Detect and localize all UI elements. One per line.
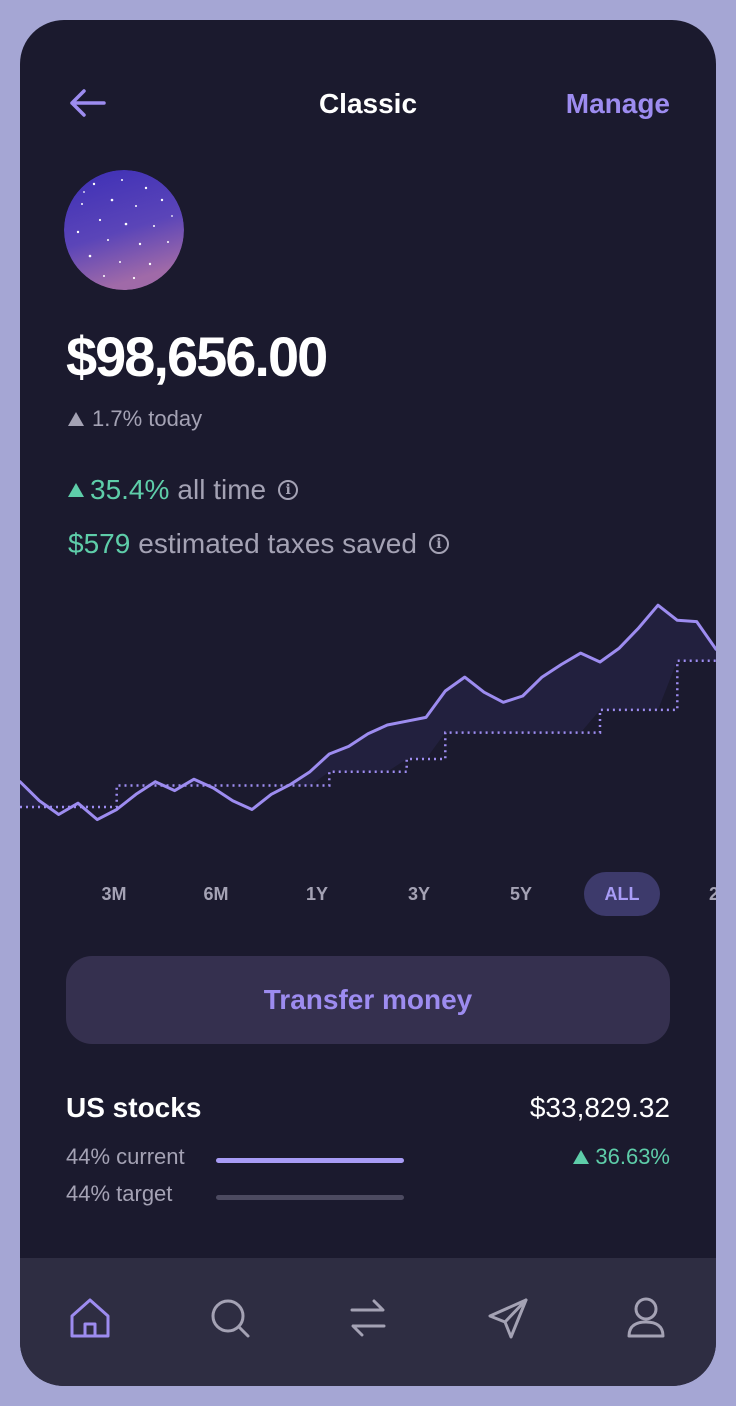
target-allocation-bar bbox=[216, 1195, 404, 1200]
holding-name: US stocks bbox=[66, 1092, 202, 1123]
chart-area-fill bbox=[20, 605, 716, 807]
taxes-label: estimated taxes saved bbox=[138, 528, 417, 559]
nav-transfer-icon[interactable] bbox=[346, 1294, 390, 1342]
target-allocation-label: 44% target bbox=[66, 1181, 173, 1206]
nav-send-icon[interactable] bbox=[486, 1294, 530, 1342]
info-icon[interactable]: i bbox=[278, 480, 299, 500]
range-tab-3y[interactable]: 3Y bbox=[407, 884, 431, 904]
portfolio-avatar bbox=[64, 170, 184, 290]
chart-series-portfolio bbox=[20, 603, 716, 822]
bottom-nav bbox=[20, 1258, 716, 1386]
page-title: Classic bbox=[318, 88, 418, 119]
holding-value: $33,829.32 bbox=[529, 1092, 670, 1123]
today-change-text: 1.7% today bbox=[92, 406, 203, 431]
range-tab-3m[interactable]: 3M bbox=[101, 884, 127, 904]
transfer-money-button[interactable]: Transfer money bbox=[66, 956, 670, 1044]
back-arrow-icon[interactable] bbox=[68, 86, 108, 120]
chart-series-deposits bbox=[20, 659, 716, 809]
taxes-saved: $579 estimated taxes saved i bbox=[68, 528, 449, 560]
all-time-return: 35.4% all time i bbox=[68, 474, 299, 506]
performance-chart[interactable] bbox=[20, 580, 716, 870]
time-range-selector: 3M 6M 1Y 3Y 5Y ALL 2 bbox=[20, 872, 716, 916]
nav-profile-icon[interactable] bbox=[624, 1294, 668, 1342]
today-change: 1.7% today bbox=[68, 406, 202, 432]
holding-change-text: 36.63% bbox=[595, 1144, 670, 1169]
range-tab-5y[interactable]: 5Y bbox=[509, 884, 533, 904]
phone-screen: Classic Manage $98,656.00 1.7% today 35.… bbox=[20, 20, 716, 1386]
taxes-value: $579 bbox=[68, 528, 131, 559]
current-allocation-fill bbox=[216, 1158, 404, 1163]
portfolio-balance: $98,656.00 bbox=[66, 325, 328, 388]
range-tab-6m[interactable]: 6M bbox=[203, 884, 229, 904]
all-time-value: 35.4% bbox=[90, 474, 170, 505]
current-allocation-label: 44% current bbox=[66, 1144, 185, 1169]
current-allocation-bar bbox=[216, 1158, 404, 1163]
manage-button[interactable]: Manage bbox=[565, 88, 670, 119]
range-tab-2[interactable]: 2 bbox=[708, 884, 716, 904]
up-triangle-icon bbox=[68, 412, 84, 426]
all-time-label: all time bbox=[177, 474, 267, 505]
up-triangle-icon bbox=[573, 1150, 590, 1164]
range-tab-all[interactable]: ALL bbox=[584, 872, 660, 916]
nav-home-icon[interactable] bbox=[68, 1294, 112, 1342]
range-tab-1y[interactable]: 1Y bbox=[305, 884, 329, 904]
up-triangle-icon bbox=[68, 483, 84, 497]
nav-search-icon[interactable] bbox=[208, 1294, 252, 1342]
holding-change: 36.63% bbox=[573, 1144, 670, 1170]
info-icon[interactable]: i bbox=[428, 534, 449, 554]
